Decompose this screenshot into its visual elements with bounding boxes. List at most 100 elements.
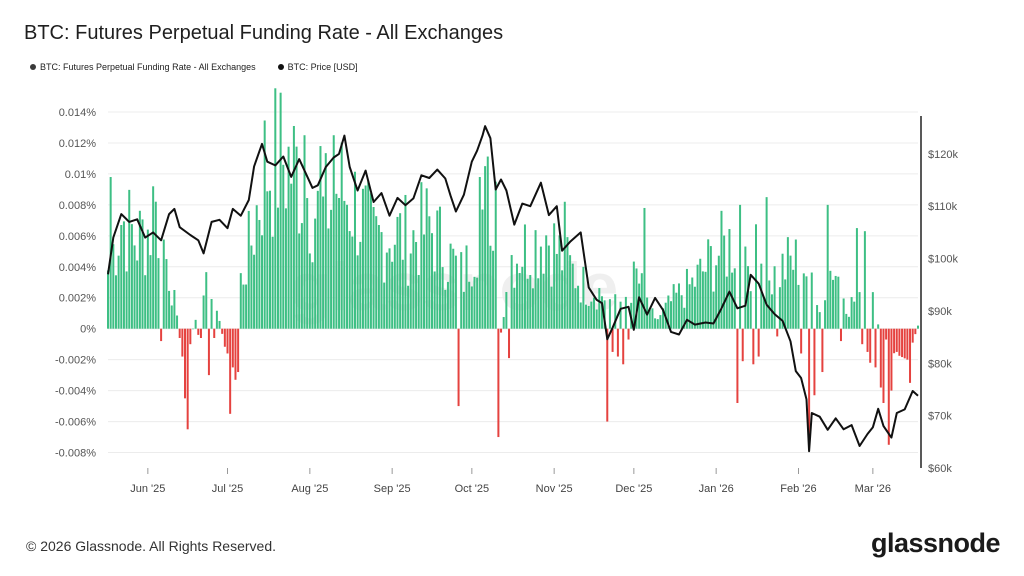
y-right-tick-label: $120k <box>928 149 958 161</box>
funding-bar-positive <box>168 290 171 329</box>
y-left-tick-label: -0.008% <box>55 448 96 460</box>
legend-dot-icon <box>277 64 284 70</box>
funding-bar-positive <box>545 235 548 329</box>
funding-bar-positive <box>292 125 295 329</box>
funding-bar-positive <box>407 285 410 329</box>
funding-bar-positive <box>699 258 702 329</box>
x-tick-label: Jan '26 <box>699 483 734 495</box>
funding-bar-positive <box>449 243 452 329</box>
funding-bar-positive <box>659 315 662 329</box>
funding-bar-positive <box>431 233 433 329</box>
funding-bar-negative <box>879 328 882 388</box>
funding-bar-negative <box>887 328 890 445</box>
x-tick-label: Aug '25 <box>291 483 328 495</box>
funding-bar-negative <box>199 328 202 338</box>
funding-bar-positive <box>529 275 532 329</box>
funding-bar-negative <box>800 328 803 354</box>
funding-bar-positive <box>797 284 800 329</box>
funding-bar-positive <box>425 188 428 329</box>
funding-bar-positive <box>608 299 611 329</box>
funding-bar-positive <box>781 253 784 329</box>
funding-bar-positive <box>709 246 712 329</box>
funding-bar-positive <box>359 241 362 329</box>
funding-bar-positive <box>377 225 380 329</box>
funding-bar-positive <box>242 284 245 329</box>
funding-bar-positive <box>837 276 840 329</box>
funding-bar-positive <box>162 239 165 329</box>
funding-bar-positive <box>786 237 789 329</box>
y-left-tick-label: -0.004% <box>55 386 96 398</box>
funding-bar-positive <box>717 255 720 329</box>
funding-bar-positive <box>744 246 747 329</box>
funding-bar-positive <box>141 219 144 329</box>
funding-bar-positive <box>481 209 484 329</box>
funding-bar-positive <box>662 308 665 329</box>
funding-bar-positive <box>590 301 593 329</box>
funding-bar-positive <box>269 190 271 329</box>
funding-bar-positive <box>271 236 274 329</box>
funding-bar-positive <box>829 270 832 329</box>
funding-bar-positive <box>346 204 349 329</box>
funding-bar-positive <box>539 246 542 329</box>
funding-bar-positive <box>834 275 837 329</box>
funding-bar-positive <box>263 120 266 329</box>
funding-bar-negative <box>611 328 614 352</box>
funding-bar-positive <box>877 324 880 329</box>
funding-bar-positive <box>733 268 736 329</box>
funding-bar-positive <box>747 266 750 329</box>
funding-bar-positive <box>255 205 258 329</box>
funding-bar-positive <box>152 186 155 329</box>
funding-bar-negative <box>866 328 869 352</box>
funding-bar-positive <box>579 302 582 329</box>
funding-bar-positive <box>284 208 287 329</box>
funding-bar-positive <box>117 255 120 329</box>
funding-bar-positive <box>340 142 343 329</box>
funding-bar-positive <box>850 297 853 329</box>
funding-bar-negative <box>741 328 744 362</box>
legend-item-price[interactable]: BTC: Price [USD] <box>277 62 358 72</box>
funding-bar-positive <box>468 281 471 329</box>
funding-bar-positive <box>300 223 303 329</box>
funding-bar-positive <box>685 268 688 329</box>
funding-bar-positive <box>515 263 518 329</box>
funding-bar-positive <box>176 315 179 329</box>
funding-bar-positive <box>446 281 449 329</box>
legend-item-funding-rate[interactable]: BTC: Futures Perpetual Funding Rate - Al… <box>30 62 256 72</box>
funding-bar-positive <box>494 181 497 329</box>
funding-bar-negative <box>500 328 503 333</box>
funding-bar-positive <box>577 285 580 329</box>
funding-bar-positive <box>853 301 856 329</box>
funding-bar-positive <box>672 284 675 329</box>
y-right-tick-label: $90k <box>928 306 952 318</box>
funding-bar-negative <box>909 328 912 383</box>
funding-bar-negative <box>893 328 896 354</box>
funding-bar-negative <box>752 328 755 365</box>
funding-bar-positive <box>792 269 795 329</box>
brand-logo: glassnode <box>870 528 1001 558</box>
funding-bar-positive <box>322 196 325 329</box>
funding-bar-negative <box>861 328 864 345</box>
funding-bar-positive <box>420 182 423 329</box>
funding-bar-positive <box>476 277 479 329</box>
funding-bar-negative <box>885 328 888 340</box>
funding-bar-positive <box>773 266 776 329</box>
funding-bar-negative <box>186 328 189 430</box>
funding-bar-positive <box>614 294 617 329</box>
funding-bar-positive <box>372 207 375 329</box>
funding-bar-positive <box>688 284 691 329</box>
y-right-tick-label: $60k <box>928 463 952 475</box>
funding-bar-positive <box>805 276 808 329</box>
funding-bar-negative <box>813 328 816 396</box>
funding-bar-negative <box>207 328 210 376</box>
funding-bar-negative <box>606 328 609 422</box>
funding-bar-positive <box>917 325 919 329</box>
funding-bar-positive <box>704 271 707 329</box>
funding-bar-positive <box>133 245 136 329</box>
funding-bar-positive <box>356 255 359 329</box>
y-right-tick-label: $110k <box>928 201 958 213</box>
funding-bar-negative <box>457 328 460 407</box>
funding-bar-positive <box>638 283 641 329</box>
funding-bar-positive <box>826 204 829 329</box>
funding-bar-negative <box>839 328 842 342</box>
funding-bar-negative <box>906 328 909 360</box>
